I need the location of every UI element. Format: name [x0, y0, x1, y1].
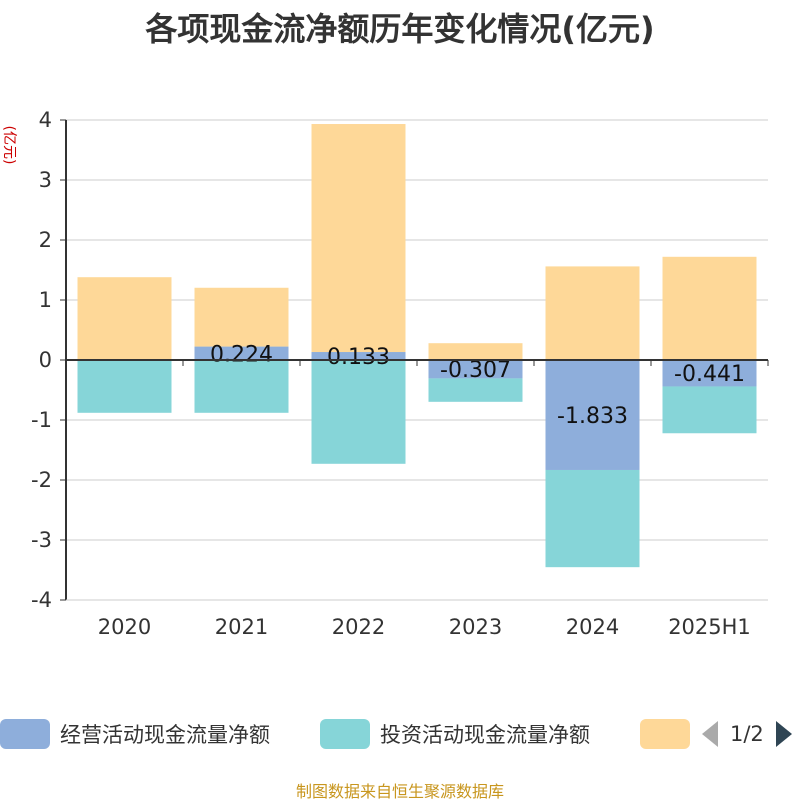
x-tick-label: 2025H1 [668, 615, 751, 639]
bar-segment [662, 386, 757, 434]
legend-page-indicator: 1/2 [730, 722, 764, 746]
prev-page-icon[interactable] [700, 719, 720, 749]
y-tick-label: 3 [39, 168, 52, 192]
y-tick-label: -3 [31, 528, 52, 552]
y-tick-label: -4 [31, 588, 52, 612]
bar-segment [428, 378, 523, 402]
bar-segment [311, 352, 406, 360]
data-label: -1.833 [557, 404, 628, 429]
y-tick-label: -1 [31, 408, 52, 432]
y-tick-label: 1 [39, 288, 52, 312]
bar-segment [428, 343, 523, 360]
y-tick-label: 0 [39, 348, 52, 372]
bar-segment [311, 124, 406, 353]
bar-segment [545, 360, 640, 470]
legend-item-investing[interactable]: 投资活动现金流量净额 [320, 716, 590, 752]
legend-pager: 1/2 [700, 716, 794, 752]
x-tick-label: 2020 [98, 615, 151, 639]
y-tick-label: 4 [39, 108, 52, 132]
bar-segment [545, 266, 640, 360]
legend-label-operating: 经营活动现金流量净额 [60, 723, 270, 747]
bar-segment [662, 256, 757, 360]
chart-title: 各项现金流净额历年变化情况(亿元) [145, 10, 655, 48]
legend: 经营活动现金流量净额 投资活动现金流量净额 [0, 716, 800, 752]
y-tick-label: -2 [31, 468, 52, 492]
bar-segment [194, 287, 289, 347]
bar-segment [662, 360, 757, 387]
data-label: -0.307 [440, 358, 511, 383]
legend-item-financing[interactable] [640, 716, 690, 752]
legend-item-operating[interactable]: 经营活动现金流量净额 [0, 716, 270, 752]
bar-segment [545, 469, 640, 568]
x-tick-label: 2021 [215, 615, 268, 639]
legend-swatch-investing [320, 719, 370, 749]
bar-segment [77, 277, 172, 360]
data-label: 0.224 [210, 342, 273, 367]
bar-segment [428, 360, 523, 379]
legend-label-investing: 投资活动现金流量净额 [380, 723, 590, 747]
next-page-icon[interactable] [774, 719, 794, 749]
bar-segment [311, 360, 406, 464]
bar-segment [77, 360, 172, 413]
data-label: 0.133 [327, 345, 390, 370]
data-label: -0.441 [674, 362, 745, 387]
bar-segment [194, 360, 289, 413]
source-note: 制图数据来自恒生聚源数据库 [295, 782, 504, 801]
legend-swatch-operating [0, 719, 50, 749]
x-tick-label: 2024 [566, 615, 619, 639]
x-tick-label: 2023 [449, 615, 502, 639]
y-tick-label: 2 [39, 228, 52, 252]
legend-swatch-financing [640, 719, 690, 749]
bar-segment [194, 346, 289, 360]
x-tick-label: 2022 [332, 615, 385, 639]
